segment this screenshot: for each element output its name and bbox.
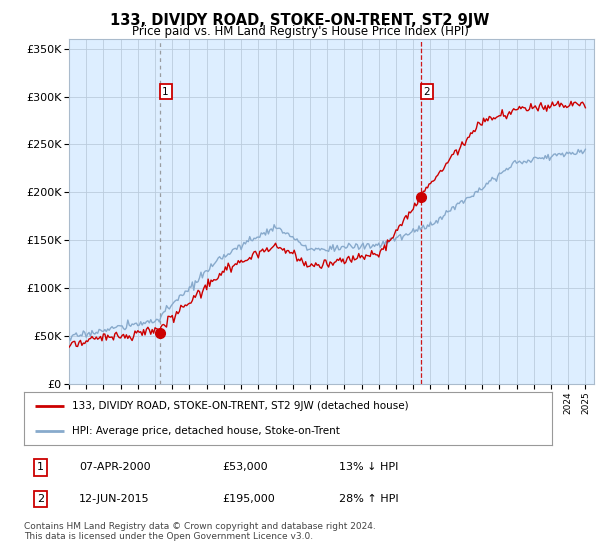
Text: 133, DIVIDY ROAD, STOKE-ON-TRENT, ST2 9JW (detached house): 133, DIVIDY ROAD, STOKE-ON-TRENT, ST2 9J…	[71, 402, 408, 412]
Text: 13% ↓ HPI: 13% ↓ HPI	[338, 463, 398, 473]
Text: £195,000: £195,000	[223, 494, 275, 504]
Text: 133, DIVIDY ROAD, STOKE-ON-TRENT, ST2 9JW: 133, DIVIDY ROAD, STOKE-ON-TRENT, ST2 9J…	[110, 13, 490, 28]
Text: 1: 1	[37, 463, 44, 473]
Text: Price paid vs. HM Land Registry's House Price Index (HPI): Price paid vs. HM Land Registry's House …	[131, 25, 469, 38]
Text: 1: 1	[162, 87, 169, 97]
Text: Contains HM Land Registry data © Crown copyright and database right 2024.
This d: Contains HM Land Registry data © Crown c…	[24, 522, 376, 542]
Text: HPI: Average price, detached house, Stoke-on-Trent: HPI: Average price, detached house, Stok…	[71, 426, 340, 436]
Text: 2: 2	[424, 87, 430, 97]
Text: £53,000: £53,000	[223, 463, 268, 473]
Text: 12-JUN-2015: 12-JUN-2015	[79, 494, 150, 504]
Text: 07-APR-2000: 07-APR-2000	[79, 463, 151, 473]
Text: 2: 2	[37, 494, 44, 504]
Text: 28% ↑ HPI: 28% ↑ HPI	[338, 494, 398, 504]
